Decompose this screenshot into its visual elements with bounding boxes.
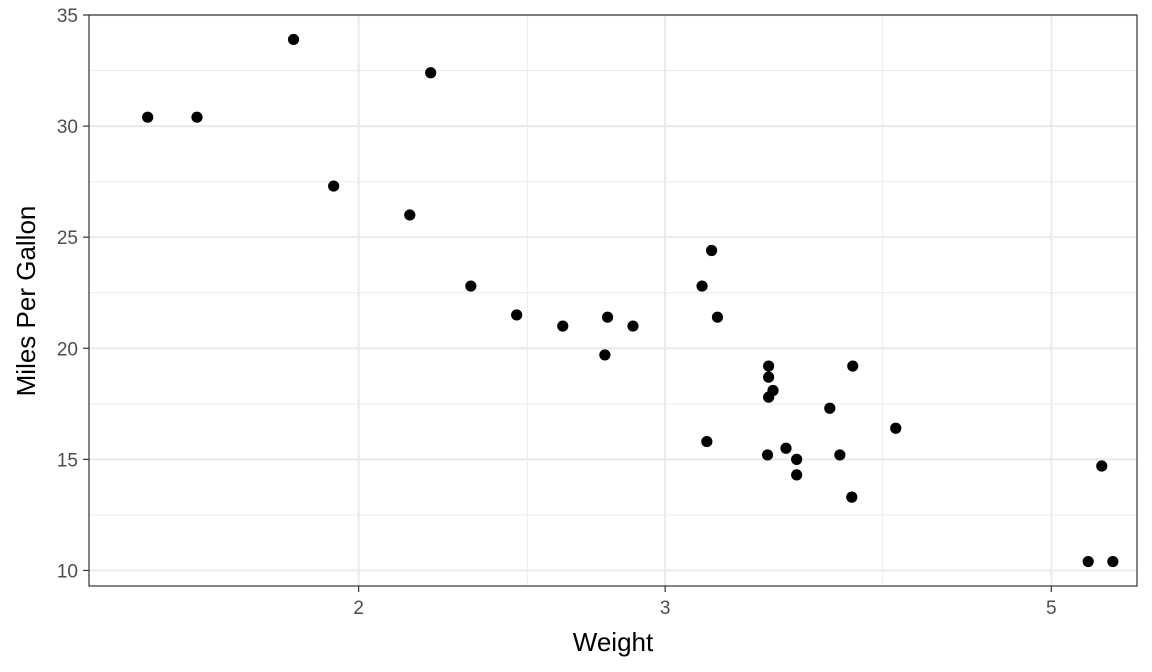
y-tick-label: 35 [57, 6, 78, 27]
data-point [191, 111, 203, 123]
x-axis-title: Weight [573, 627, 654, 657]
data-point [705, 244, 718, 257]
data-point [465, 280, 477, 292]
data-point [142, 111, 154, 123]
minor-gridlines [89, 15, 1137, 586]
data-point [425, 67, 437, 79]
data-point [701, 435, 713, 448]
x-axis: 2 3 5 [353, 586, 1057, 619]
data-point [824, 402, 836, 414]
y-axis: 10 15 20 25 30 35 [57, 6, 89, 582]
data-point [890, 422, 902, 434]
data-point [1096, 460, 1108, 472]
y-tick-label: 15 [57, 450, 78, 471]
data-point [627, 320, 639, 332]
data-point [601, 311, 614, 323]
major-gridlines [89, 13, 1137, 586]
data-point [404, 209, 416, 221]
plot-panel-background [89, 15, 1137, 586]
data-point [791, 453, 803, 465]
data-point [780, 442, 792, 454]
y-tick-label: 20 [57, 339, 78, 360]
x-tick-label: 3 [660, 598, 671, 619]
data-point [761, 449, 774, 461]
data-point [599, 349, 611, 361]
data-point [696, 280, 708, 292]
data-point [767, 384, 779, 397]
data-point [834, 449, 846, 461]
data-point [847, 360, 859, 372]
data-point [287, 33, 300, 46]
data-point [846, 491, 858, 503]
plot-panel-border [88, 14, 1138, 587]
x-tick-label: 2 [353, 598, 364, 619]
data-point [763, 371, 775, 383]
data-point [511, 309, 523, 321]
data-point [557, 320, 569, 332]
data-point [791, 469, 803, 481]
x-tick-label: 5 [1046, 598, 1057, 619]
data-point [328, 180, 340, 192]
data-point [1082, 555, 1094, 568]
y-tick-label: 30 [57, 117, 78, 138]
data-point [1107, 555, 1119, 568]
data-point [711, 311, 724, 323]
y-tick-label: 10 [57, 561, 78, 582]
data-point [763, 360, 775, 372]
data-points [142, 33, 1119, 568]
y-tick-label: 25 [57, 228, 78, 249]
y-axis-title: Miles Per Gallon [11, 206, 41, 397]
